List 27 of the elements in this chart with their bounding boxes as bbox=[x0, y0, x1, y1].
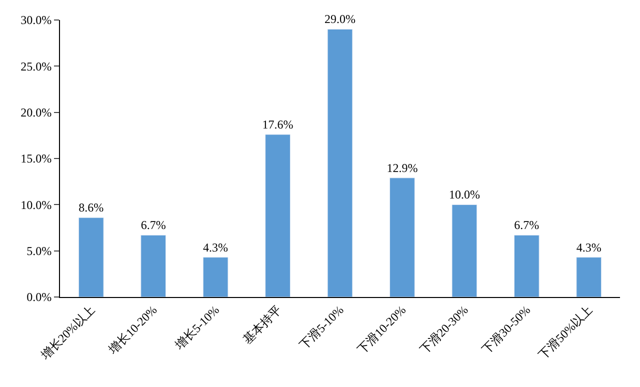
bar bbox=[78, 217, 104, 297]
y-tick-label: 30.0% bbox=[20, 13, 52, 28]
data-label: 10.0% bbox=[448, 188, 480, 202]
data-label: 4.3% bbox=[576, 240, 602, 254]
data-label: 6.7% bbox=[514, 218, 540, 232]
bar bbox=[576, 257, 602, 297]
data-label: 29.0% bbox=[324, 12, 356, 26]
y-tick-label: 5.0% bbox=[26, 244, 52, 258]
data-label: 6.7% bbox=[140, 218, 166, 232]
y-tick-label: 25.0% bbox=[20, 59, 52, 74]
data-label: 8.6% bbox=[78, 200, 104, 215]
y-tick-label: 10.0% bbox=[20, 198, 52, 212]
bar bbox=[390, 178, 415, 297]
x-tick-label: 下滑50%以上 bbox=[536, 302, 596, 362]
x-tick-label: 基本持平 bbox=[240, 302, 284, 347]
bar bbox=[140, 234, 166, 297]
data-label: 4.3% bbox=[203, 240, 228, 254]
y-tick-label: 15.0% bbox=[20, 152, 52, 166]
y-tick-label: 20.0% bbox=[20, 106, 52, 120]
bar bbox=[327, 28, 353, 297]
bar bbox=[452, 204, 478, 297]
data-label: 12.9% bbox=[386, 160, 418, 175]
bar bbox=[265, 134, 290, 297]
y-tick-label: 0.0% bbox=[26, 290, 52, 304]
data-label: 17.6% bbox=[262, 117, 294, 132]
bar bbox=[202, 257, 228, 297]
bar bbox=[514, 234, 540, 297]
